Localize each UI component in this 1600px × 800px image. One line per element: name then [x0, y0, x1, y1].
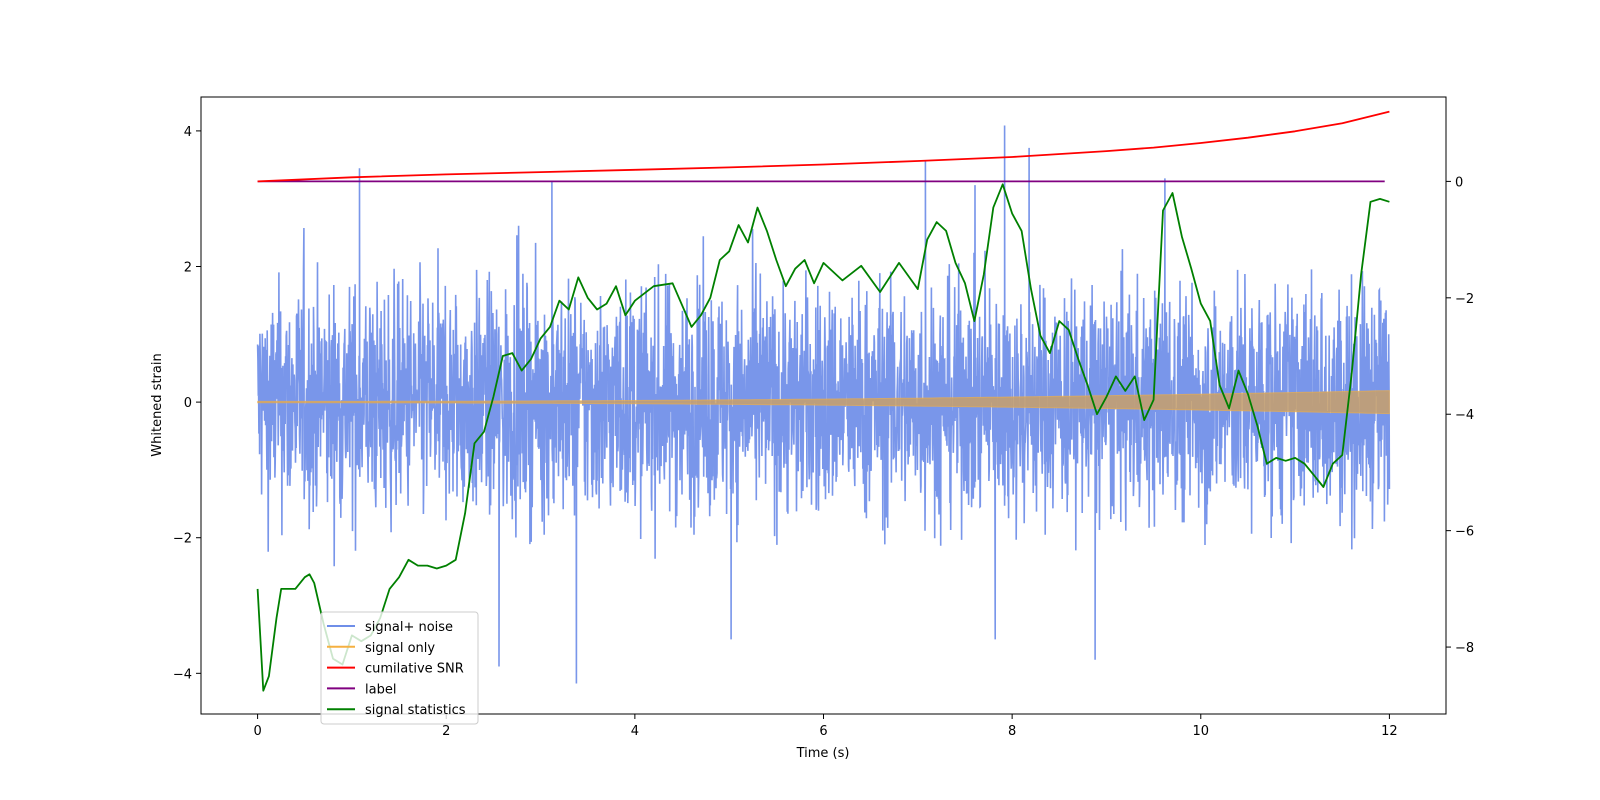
- legend-label: signal+ noise: [365, 620, 453, 635]
- x-tick-label: 12: [1381, 724, 1398, 739]
- legend: signal+ noise signal only cumilative SNR la…: [320, 611, 479, 725]
- legend-label: label: [365, 682, 396, 697]
- x-tick-label: 4: [631, 724, 639, 739]
- signal-statistics-line: [256, 183, 1390, 692]
- legend-label: cumilative SNR: [365, 662, 464, 677]
- y-axis-label: Whitened strain: [150, 353, 165, 456]
- legend-label: signal only: [365, 641, 435, 656]
- x-tick-label: 0: [253, 724, 261, 739]
- y2-tick-label: −2: [1455, 292, 1474, 307]
- y2-tick-label: −4: [1455, 408, 1474, 423]
- cumulative-snr-line: [257, 110, 1390, 183]
- y-tick-label: 2: [184, 261, 192, 276]
- x-tick-label: 2: [442, 724, 450, 739]
- series-layer: [256, 110, 1391, 692]
- y2-tick-label: 0: [1455, 175, 1463, 190]
- x-tick-label: 8: [1008, 724, 1016, 739]
- y-tick-label: −2: [173, 532, 192, 547]
- series-cumulative-snr: [257, 110, 1390, 183]
- y-tick-label: −4: [173, 667, 192, 682]
- x-axis-label: Time (s): [796, 746, 850, 761]
- x-tick-label: 6: [819, 724, 827, 739]
- series-signal-statistics: [256, 183, 1390, 692]
- y-tick-label: 0: [184, 396, 192, 411]
- x-tick-label: 10: [1192, 724, 1209, 739]
- y2-tick-label: −8: [1455, 641, 1474, 656]
- y-axis-right: −8 −6 −4 −2 0: [1446, 175, 1474, 656]
- y-axis-left: −4 −2 0 2 4: [173, 125, 201, 682]
- legend-label: signal statistics: [365, 703, 466, 718]
- y-tick-label: 4: [184, 125, 192, 140]
- y2-tick-label: −6: [1455, 525, 1474, 540]
- legend-box: [320, 611, 479, 725]
